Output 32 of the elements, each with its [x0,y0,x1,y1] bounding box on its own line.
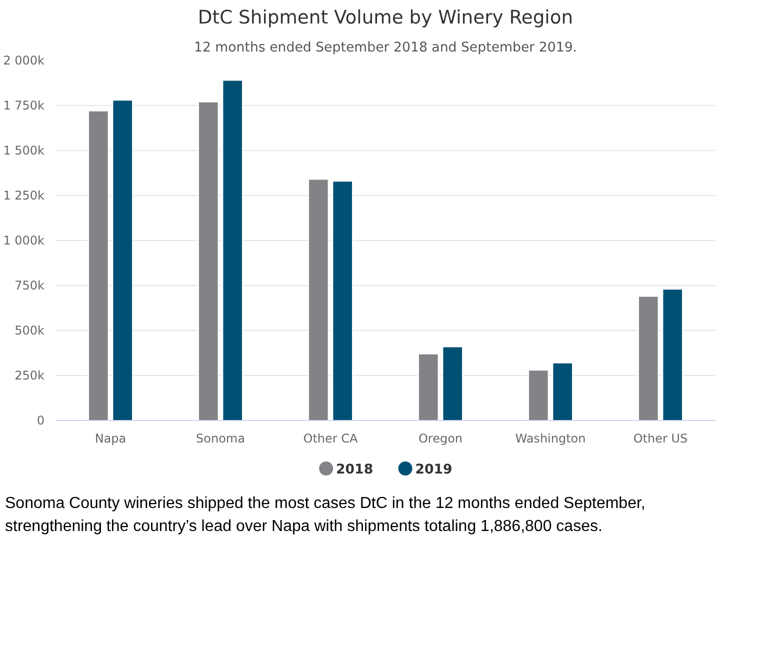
bar [112,100,133,420]
bar [198,101,219,420]
bar [222,80,243,420]
x-tick-label: Washington [515,432,586,446]
bar [442,346,463,420]
legend-label: 2018 [336,462,374,478]
chart-subtitle: 12 months ended September 2018 and September 2019. [194,40,578,56]
bar [638,296,659,420]
y-tick-label: 0 [36,414,45,428]
x-tick-label: Sonoma [196,432,245,446]
bar [88,110,109,420]
bar [418,353,439,420]
x-tick-label: Other US [633,432,688,446]
y-tick-label: 1 250k [3,188,45,202]
y-tick-label: 500k [14,324,45,338]
bar [528,370,549,420]
y-tick-label: 1 750k [3,98,45,112]
y-tick-label: 250k [14,368,45,382]
text: Sonoma County wineries shipped the most cases DtC in the 12 months ended September, strengthening the country’s lead over Napa with shipments totaling 1,886,800 cases. [5,494,646,537]
chart-title: DtC Shipment Volume by Winery Region [198,8,574,28]
bar [662,288,683,420]
legend-label: 2019 [415,462,452,478]
x-tick-label: Oregon [418,432,463,446]
bar [552,362,573,420]
x-tick-label: Napa [94,432,126,446]
bar [332,180,353,420]
bar [308,178,329,420]
x-tick-label: Other CA [303,432,359,446]
y-tick-label: 750k [14,278,45,292]
y-tick-label: 1 500k [3,144,45,158]
y-tick-label: 1 000k [3,234,45,248]
y-tick-label: 2 000k [3,54,45,68]
